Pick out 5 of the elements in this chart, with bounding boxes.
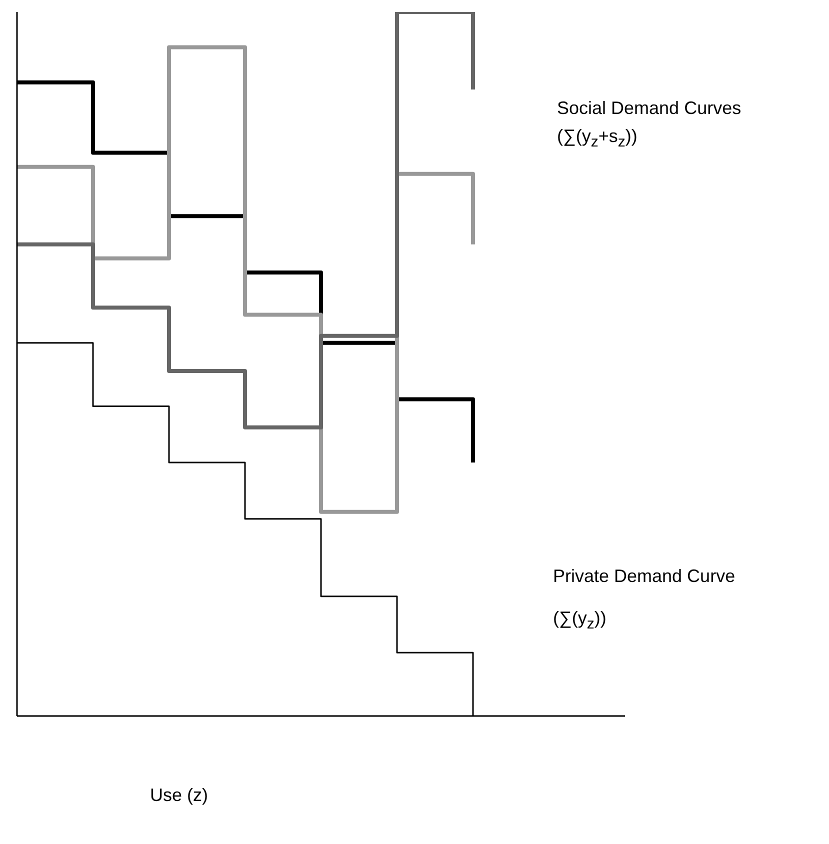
annotation: (∑(y$_{z}$)) [553,608,606,633]
annotation: Private Demand Curve [553,566,736,587]
annotation: (∑(y$_{z}$+s$_{z}$)) [557,126,638,151]
annotation: Social Demand Curves [557,98,742,119]
x-axis-title: Use (z) [150,785,208,806]
